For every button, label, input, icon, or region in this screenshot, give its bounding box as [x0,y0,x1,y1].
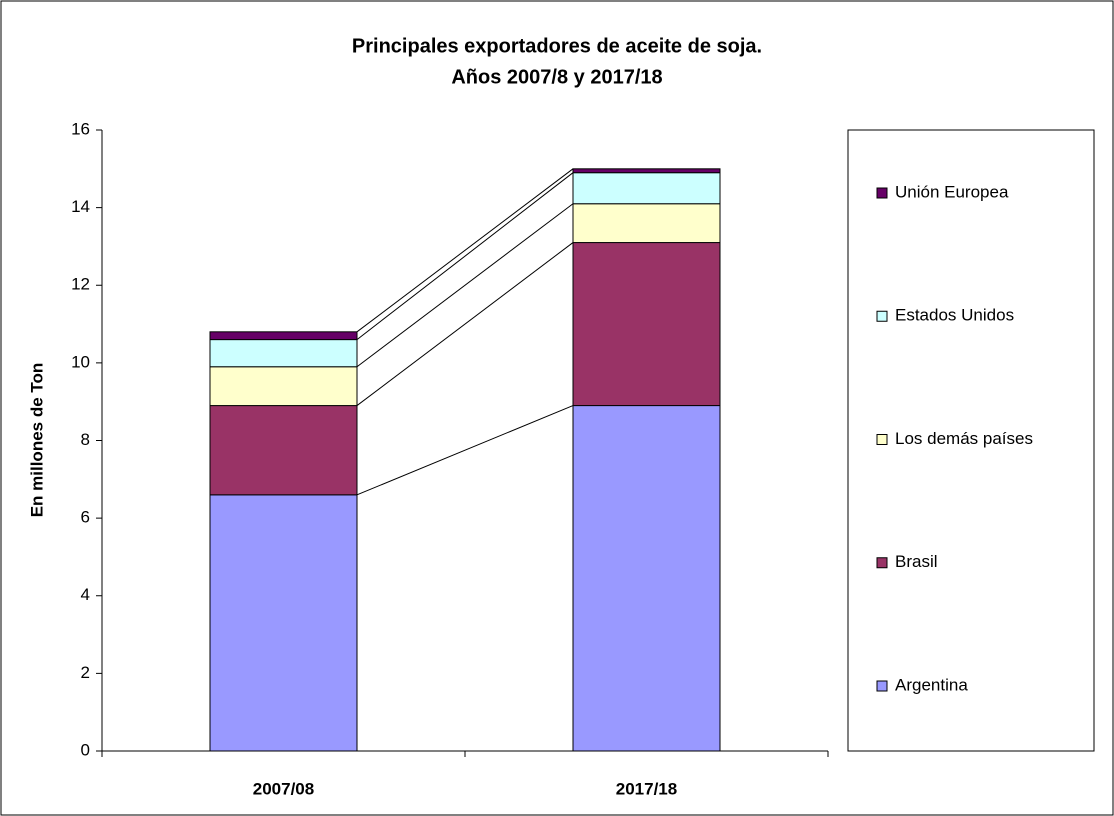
bar-segment [209,339,358,368]
y-tick-label: 6 [81,508,90,527]
y-tick-label: 16 [71,119,90,138]
bar-segment [572,242,721,407]
y-tick-label: 14 [71,197,90,216]
bar-segment [209,494,358,752]
bar-segment [209,366,358,407]
y-axis-label: En millones de Ton [27,363,46,518]
bar-segment [572,203,721,244]
chart-subtitle: Años 2007/8 y 2017/18 [451,66,662,88]
legend-swatch [876,187,888,199]
legend-swatch [876,310,888,322]
series-line [356,405,574,496]
legend-label: Los demás países [895,429,1033,448]
series-line [356,203,574,368]
y-tick-label: 10 [71,352,90,371]
series-line [356,172,574,340]
bar-segment [572,405,721,752]
bar-segment [572,172,721,205]
legend-label: Argentina [895,675,968,694]
y-tick-label: 2 [81,663,90,682]
y-tick-label: 12 [71,275,90,294]
legend-swatch [876,680,888,692]
series-line [356,242,574,406]
chart-title: Principales exportadores de aceite de so… [352,35,762,57]
legend-swatch [876,557,888,569]
legend-box [847,129,1095,752]
y-tick-label: 4 [81,585,90,604]
bar-segment [572,168,721,174]
legend-label: Brasil [895,552,938,571]
y-tick-label: 8 [81,430,90,449]
bar-segment [209,331,358,341]
bar-segment [209,405,358,496]
legend-label: Unión Europea [895,182,1009,201]
legend-swatch [876,434,888,445]
series-line [356,168,574,333]
legend-label: Estados Unidos [895,306,1014,325]
x-tick-label: 2007/08 [253,779,314,798]
x-tick-label: 2017/18 [616,779,677,798]
y-tick-label: 0 [81,740,90,759]
